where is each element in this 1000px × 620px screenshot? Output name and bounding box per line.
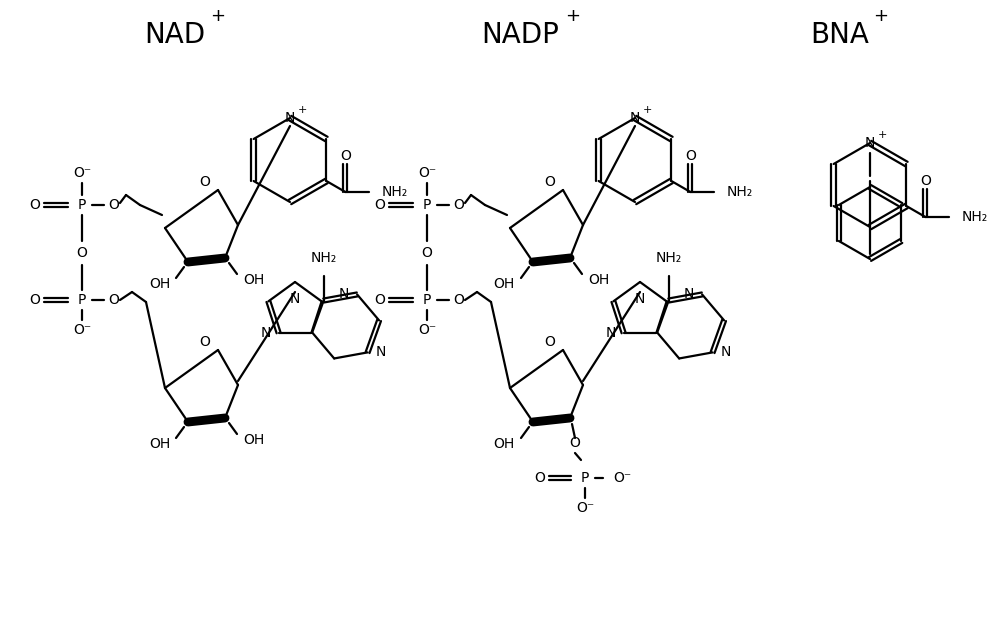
Text: N: N: [290, 292, 300, 306]
Text: O: O: [109, 198, 119, 212]
Text: N: N: [865, 136, 875, 150]
Text: OH: OH: [494, 277, 515, 291]
Text: N: N: [721, 345, 731, 360]
Text: O: O: [570, 436, 580, 450]
Text: OH: OH: [243, 273, 264, 287]
Text: OH: OH: [494, 437, 515, 451]
Text: NAD: NAD: [144, 21, 206, 49]
Text: O⁻: O⁻: [576, 501, 594, 515]
Text: O⁻: O⁻: [613, 471, 631, 485]
Text: P: P: [581, 471, 589, 485]
Text: O⁻: O⁻: [73, 166, 91, 180]
Text: O: O: [685, 149, 696, 163]
Text: +: +: [565, 7, 580, 25]
Text: O⁻: O⁻: [418, 323, 436, 337]
Text: +: +: [642, 105, 652, 115]
Text: P: P: [423, 293, 431, 307]
Text: O: O: [454, 198, 464, 212]
Text: O: O: [544, 175, 555, 189]
Text: O⁻: O⁻: [73, 323, 91, 337]
Text: O: O: [199, 175, 210, 189]
Text: BNA: BNA: [811, 21, 869, 49]
Text: NH₂: NH₂: [726, 185, 753, 199]
Text: +: +: [873, 7, 888, 25]
Text: NH₂: NH₂: [961, 210, 988, 224]
Text: O: O: [534, 471, 545, 485]
Text: P: P: [423, 198, 431, 212]
Text: N: N: [635, 292, 645, 306]
Text: O⁻: O⁻: [418, 166, 436, 180]
Text: NH₂: NH₂: [656, 250, 682, 265]
Text: O: O: [374, 293, 385, 307]
Text: O: O: [29, 293, 40, 307]
Text: OH: OH: [149, 437, 170, 451]
Text: NH₂: NH₂: [381, 185, 408, 199]
Text: N: N: [605, 326, 616, 340]
Text: O: O: [920, 174, 931, 188]
Text: N: N: [630, 111, 640, 125]
Text: O: O: [544, 335, 555, 349]
Text: O: O: [340, 149, 351, 163]
Text: NH₂: NH₂: [311, 250, 337, 265]
Text: +: +: [877, 130, 887, 140]
Text: O: O: [29, 198, 40, 212]
Text: O: O: [77, 246, 87, 260]
Text: OH: OH: [149, 277, 170, 291]
Text: N: N: [376, 345, 386, 360]
Text: N: N: [339, 288, 349, 301]
Text: N: N: [285, 111, 295, 125]
Text: OH: OH: [588, 273, 609, 287]
Text: N: N: [684, 288, 694, 301]
Text: O: O: [199, 335, 210, 349]
Text: +: +: [210, 7, 225, 25]
Text: P: P: [78, 293, 86, 307]
Text: O: O: [422, 246, 432, 260]
Text: +: +: [297, 105, 307, 115]
Text: N: N: [260, 326, 271, 340]
Text: NADP: NADP: [481, 21, 559, 49]
Text: O: O: [109, 293, 119, 307]
Text: OH: OH: [243, 433, 264, 447]
Text: O: O: [454, 293, 464, 307]
Text: P: P: [78, 198, 86, 212]
Text: O: O: [374, 198, 385, 212]
